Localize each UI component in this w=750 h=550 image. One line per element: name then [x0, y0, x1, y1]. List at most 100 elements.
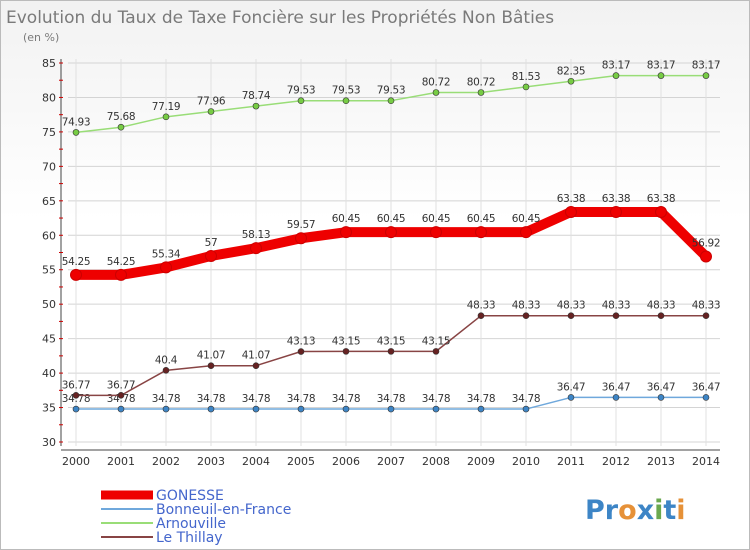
- data-point: [702, 312, 710, 319]
- data-point: [430, 226, 442, 239]
- data-point: [612, 394, 620, 401]
- data-label: 77.19: [152, 101, 181, 113]
- data-point: [702, 394, 710, 401]
- data-point: [522, 405, 530, 413]
- data-label: 63.38: [647, 193, 676, 205]
- data-point: [702, 72, 710, 79]
- x-tick-label: 2000: [62, 455, 90, 468]
- data-label: 57: [205, 237, 218, 249]
- data-label: 48.33: [512, 300, 541, 312]
- data-label: 56.92: [692, 237, 721, 249]
- data-label: 41.07: [197, 350, 226, 362]
- data-label: 36.47: [692, 381, 721, 393]
- proxiti-logo-letter: P: [585, 495, 605, 526]
- data-point: [252, 102, 260, 110]
- data-point: [115, 268, 127, 281]
- data-point: [612, 72, 620, 79]
- data-label: 54.25: [62, 256, 91, 268]
- data-point: [205, 249, 217, 262]
- data-label: 60.45: [332, 213, 361, 225]
- x-tick-label: 2003: [197, 455, 225, 468]
- data-label: 48.33: [602, 300, 631, 312]
- data-label: 60.45: [512, 213, 541, 225]
- data-point: [117, 123, 125, 131]
- y-tick-label: 60: [42, 229, 56, 242]
- data-point: [297, 97, 305, 104]
- data-point: [297, 348, 305, 355]
- data-point: [387, 97, 395, 104]
- data-point: [522, 312, 530, 319]
- data-label: 83.17: [602, 60, 631, 72]
- data-label: 48.33: [467, 300, 496, 312]
- data-point: [432, 348, 440, 355]
- data-point: [252, 362, 260, 370]
- data-label: 34.78: [242, 393, 271, 405]
- data-label: 79.53: [377, 85, 406, 97]
- data-label: 36.47: [602, 381, 631, 393]
- data-point: [657, 72, 665, 79]
- data-label: 59.57: [287, 219, 316, 231]
- data-label: 75.68: [107, 111, 136, 123]
- data-point: [160, 261, 172, 274]
- legend-label-bonneuil-en-france: Bonneuil-en-France: [156, 502, 291, 518]
- data-point: [610, 205, 622, 218]
- data-label: 43.15: [332, 335, 361, 347]
- data-point: [565, 205, 577, 218]
- data-point: [117, 405, 125, 413]
- data-label: 58.13: [242, 229, 271, 241]
- x-tick-label: 2007: [377, 455, 405, 468]
- data-point: [567, 394, 575, 401]
- data-label: 79.53: [287, 85, 316, 97]
- proxiti-logo-letter: i: [676, 495, 685, 526]
- data-label: 34.78: [287, 393, 316, 405]
- data-label: 79.53: [332, 85, 361, 97]
- data-label: 60.45: [422, 213, 451, 225]
- proxiti-logo-letter: x: [637, 495, 654, 526]
- legend-label-gonesse: GONESSE: [156, 488, 224, 504]
- data-label: 60.45: [467, 213, 496, 225]
- x-tick-label: 2002: [152, 455, 180, 468]
- y-tick-label: 80: [42, 91, 56, 104]
- y-tick-label: 30: [42, 436, 56, 449]
- proxiti-logo: Proxiti: [585, 495, 686, 526]
- data-point: [657, 312, 665, 319]
- data-label: 82.35: [557, 65, 586, 77]
- data-label: 41.07: [242, 350, 271, 362]
- data-label: 34.78: [377, 393, 406, 405]
- legend-label-le-thillay: Le Thillay: [156, 530, 223, 546]
- data-point: [567, 77, 575, 85]
- x-tick-label: 2014: [692, 455, 720, 468]
- y-tick-label: 45: [42, 333, 56, 346]
- x-tick-label: 2011: [557, 455, 585, 468]
- proxiti-logo-letter: o: [618, 495, 637, 526]
- data-label: 80.72: [467, 76, 496, 88]
- data-point: [162, 113, 170, 121]
- data-point: [567, 312, 575, 319]
- y-tick-label: 70: [42, 160, 56, 173]
- data-label: 34.78: [332, 393, 361, 405]
- data-point: [207, 108, 215, 115]
- data-point: [72, 392, 80, 399]
- y-tick-label: 85: [42, 57, 56, 70]
- data-label: 83.17: [692, 60, 721, 72]
- data-label: 34.78: [422, 393, 451, 405]
- data-point: [340, 226, 352, 239]
- data-label: 78.74: [242, 90, 271, 102]
- data-label: 34.78: [197, 393, 226, 405]
- data-label: 74.93: [62, 116, 91, 128]
- data-label: 34.78: [512, 393, 541, 405]
- data-point: [342, 405, 350, 413]
- data-label: 60.45: [377, 213, 406, 225]
- data-label: 34.78: [152, 393, 181, 405]
- data-point: [477, 312, 485, 319]
- data-label: 43.15: [422, 335, 451, 347]
- x-tick-label: 2012: [602, 455, 630, 468]
- y-tick-label: 65: [42, 195, 56, 208]
- data-point: [250, 242, 262, 255]
- data-point: [700, 250, 712, 263]
- data-point: [162, 367, 170, 374]
- x-tick-label: 2001: [107, 455, 135, 468]
- data-point: [477, 89, 485, 96]
